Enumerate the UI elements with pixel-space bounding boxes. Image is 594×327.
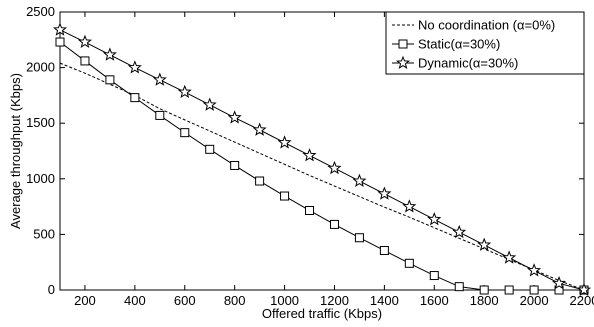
legend-item: No coordination (α=0%) <box>392 18 555 33</box>
legend: No coordination (α=0%) Static(α=30%) Dynam… <box>385 11 585 75</box>
data-point <box>255 176 265 186</box>
y-tick-label: 2500 <box>26 4 55 19</box>
data-point <box>329 219 339 229</box>
data-point <box>377 186 392 200</box>
data-point <box>130 93 140 103</box>
series-line <box>59 29 585 291</box>
data-point <box>552 275 567 290</box>
data-point <box>452 224 467 239</box>
data-point <box>127 60 142 74</box>
x-tick-label: 1600 <box>420 293 449 308</box>
legend-label: Dynamic(α=30%) <box>418 56 518 71</box>
series-0 <box>59 62 585 291</box>
data-point <box>252 122 267 136</box>
x-tick-label: 1400 <box>370 293 399 308</box>
y-axis-label: Average throughput (Kbps) <box>8 73 23 229</box>
legend-item: Static(α=30%) <box>392 37 500 52</box>
data-point <box>152 72 167 86</box>
data-point <box>454 282 464 292</box>
legend-marker <box>398 39 408 49</box>
data-point <box>177 84 192 99</box>
data-point <box>77 34 92 48</box>
x-tick-label: 200 <box>74 293 96 308</box>
legend-label: No coordination (α=0%) <box>418 18 555 33</box>
data-point <box>52 22 68 36</box>
x-tick-label: 1200 <box>320 293 349 308</box>
data-point <box>527 263 542 277</box>
data-point <box>402 199 417 213</box>
data-point <box>404 258 414 268</box>
data-point <box>352 173 367 187</box>
y-tick-label: 0 <box>48 282 55 297</box>
data-point <box>105 75 115 85</box>
data-point <box>354 233 364 243</box>
data-point <box>55 37 65 47</box>
data-point <box>479 285 489 295</box>
data-point <box>379 246 389 256</box>
data-point <box>427 212 442 226</box>
data-point <box>102 47 117 61</box>
series-group <box>52 22 592 296</box>
x-tick-label: 1800 <box>470 293 499 308</box>
legend-item: Dynamic(α=30%) <box>392 56 518 71</box>
data-point <box>155 110 165 120</box>
data-point <box>502 250 517 264</box>
data-point <box>429 271 439 281</box>
data-point <box>280 191 290 201</box>
legend-marker <box>395 55 411 69</box>
data-point <box>529 285 539 295</box>
x-tick-label: 400 <box>124 293 146 308</box>
data-point <box>504 285 514 295</box>
legend-label: Static(α=30%) <box>418 37 500 52</box>
y-tick-label: 500 <box>33 226 55 241</box>
series-line <box>59 41 584 291</box>
x-tick-label: 800 <box>224 293 246 308</box>
series-2 <box>52 22 592 296</box>
data-point <box>227 110 242 124</box>
y-tick-label: 1000 <box>26 171 55 186</box>
series-line <box>59 62 585 291</box>
x-tick-label: 600 <box>174 293 196 308</box>
y-tick-label: 1500 <box>26 115 55 130</box>
x-axis-label: Offered traffic (Kbps) <box>262 306 382 321</box>
data-point <box>202 97 217 111</box>
legend-box <box>385 11 585 75</box>
data-point <box>80 56 90 66</box>
data-point <box>576 282 592 296</box>
data-point <box>180 128 190 138</box>
data-point <box>205 144 215 154</box>
data-point <box>230 160 240 170</box>
data-point <box>327 160 342 175</box>
x-tick-label: 2000 <box>520 293 549 308</box>
x-tick-label: 1000 <box>270 293 299 308</box>
data-point <box>277 135 292 149</box>
axis-ticks: 200 400 600 800 1000 1200 1400 1600 1800 2000 220 0… <box>26 4 594 308</box>
y-tick-label: 2000 <box>26 60 55 75</box>
data-point <box>477 237 492 251</box>
data-point <box>305 205 315 215</box>
data-point <box>302 148 317 162</box>
